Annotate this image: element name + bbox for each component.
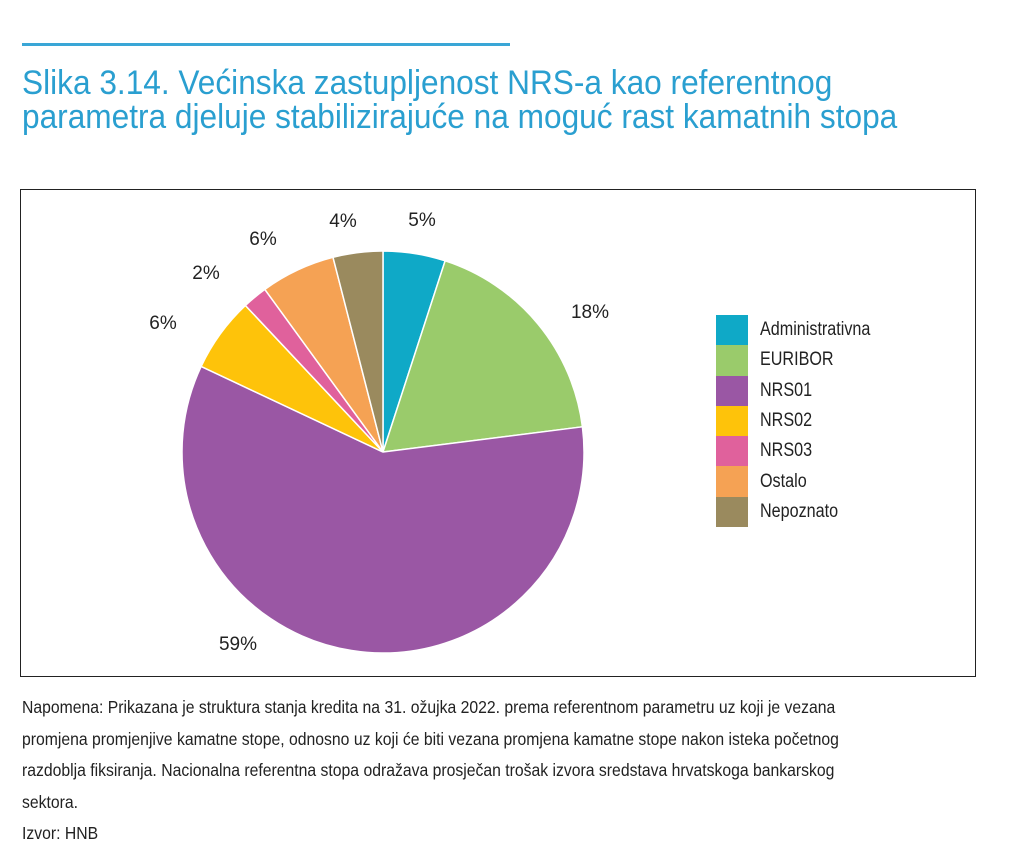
data-label: 6% bbox=[249, 229, 277, 250]
data-label: 18% bbox=[571, 302, 609, 323]
legend-label: Administrativna bbox=[760, 319, 871, 341]
legend-item: NRS02 bbox=[716, 405, 890, 437]
title-rule bbox=[22, 43, 510, 46]
legend-item: Nepoznato bbox=[716, 496, 890, 528]
legend-item: EURIBOR bbox=[716, 345, 890, 376]
legend-swatch bbox=[716, 466, 748, 497]
legend-swatch bbox=[716, 375, 748, 406]
legend-item: Administrativna bbox=[716, 315, 890, 346]
title-line-1: Slika 3.14. Većinska zastupljenost NRS-a… bbox=[22, 64, 833, 102]
note-line: sektora. bbox=[22, 791, 79, 812]
note-line: promjena promjenjive kamatne stope, odno… bbox=[22, 728, 839, 749]
legend-item: NRS01 bbox=[716, 375, 890, 406]
legend-label: Nepoznato bbox=[760, 500, 839, 522]
legend-label: Ostalo bbox=[760, 470, 807, 492]
title-line-2: parametra djeluje stabilizirajuće na mog… bbox=[22, 98, 898, 136]
data-label: 4% bbox=[329, 211, 357, 232]
legend-item: Ostalo bbox=[716, 466, 890, 497]
chart-title: Slika 3.14. Većinska zastupljenost NRS-a… bbox=[22, 66, 1024, 134]
legend-swatch bbox=[716, 436, 748, 467]
chart-frame bbox=[20, 189, 976, 677]
legend-label: NRS01 bbox=[760, 379, 813, 401]
legend-swatch bbox=[716, 315, 748, 346]
data-label: 2% bbox=[192, 263, 220, 284]
pie-slice-euribor bbox=[381, 259, 584, 453]
chart-note: Napomena: Prikazana je struktura stanja … bbox=[22, 692, 922, 850]
data-label: 6% bbox=[149, 313, 177, 334]
pie-slice-nepoznato bbox=[332, 250, 384, 453]
note-line: Napomena: Prikazana je struktura stanja … bbox=[22, 697, 836, 717]
source: Izvor: HNB bbox=[22, 823, 99, 843]
note-line: razdoblja fiksiranja. Nacionalna referen… bbox=[22, 760, 835, 780]
legend-item: NRS03 bbox=[716, 436, 890, 467]
data-label: 59% bbox=[219, 634, 257, 655]
data-label: 5% bbox=[408, 210, 436, 231]
legend-swatch bbox=[716, 405, 748, 437]
legend-label: NRS03 bbox=[760, 440, 813, 462]
legend-swatch bbox=[716, 496, 748, 528]
legend-swatch bbox=[716, 345, 748, 376]
legend-label: EURIBOR bbox=[760, 349, 834, 371]
legend: Administrativna EURIBOR NRS01 NRS02 NRS03 Ost… bbox=[716, 315, 890, 528]
pie-slice-nrs01 bbox=[181, 365, 585, 654]
legend-label: NRS02 bbox=[760, 410, 813, 432]
